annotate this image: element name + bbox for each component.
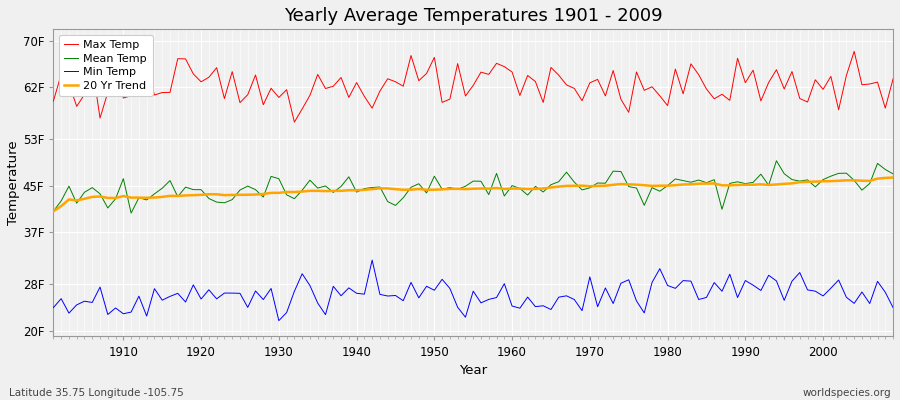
Min Temp <box>366 258 377 262</box>
Max Temp <box>48 99 58 104</box>
Text: Latitude 35.75 Longitude -105.75: Latitude 35.75 Longitude -105.75 <box>9 388 184 398</box>
20 Yr Trend <box>499 186 509 191</box>
Max Temp <box>849 49 859 54</box>
Max Temp <box>507 70 517 74</box>
Mean Temp <box>887 172 898 176</box>
Mean Temp <box>608 169 618 174</box>
Y-axis label: Temperature: Temperature <box>7 140 20 225</box>
Line: Mean Temp: Mean Temp <box>53 161 893 213</box>
Mean Temp <box>515 186 526 191</box>
Mean Temp <box>336 184 346 189</box>
20 Yr Trend <box>328 188 338 193</box>
Mean Temp <box>110 196 121 201</box>
X-axis label: Year: Year <box>459 364 487 377</box>
Text: worldspecies.org: worldspecies.org <box>803 388 891 398</box>
Mean Temp <box>126 211 137 216</box>
Min Temp <box>48 305 58 310</box>
Max Temp <box>110 68 121 73</box>
20 Yr Trend <box>600 183 611 188</box>
20 Yr Trend <box>507 186 517 191</box>
Min Temp <box>110 306 121 310</box>
20 Yr Trend <box>281 190 292 194</box>
Mean Temp <box>507 183 517 188</box>
Mean Temp <box>289 196 300 201</box>
Mean Temp <box>771 158 782 163</box>
Min Temp <box>289 289 300 294</box>
20 Yr Trend <box>48 209 58 214</box>
Line: Max Temp: Max Temp <box>53 51 893 122</box>
Mean Temp <box>48 209 58 214</box>
Line: Min Temp: Min Temp <box>53 260 893 321</box>
Max Temp <box>281 87 292 92</box>
Min Temp <box>274 318 284 323</box>
Min Temp <box>336 293 346 298</box>
Max Temp <box>887 76 898 81</box>
20 Yr Trend <box>110 196 121 200</box>
Title: Yearly Average Temperatures 1901 - 2009: Yearly Average Temperatures 1901 - 2009 <box>284 7 662 25</box>
20 Yr Trend <box>887 175 898 180</box>
Max Temp <box>608 68 618 73</box>
Min Temp <box>616 281 626 286</box>
Max Temp <box>336 75 346 80</box>
Legend: Max Temp, Mean Temp, Min Temp, 20 Yr Trend: Max Temp, Mean Temp, Min Temp, 20 Yr Tre… <box>58 35 153 96</box>
Min Temp <box>887 305 898 310</box>
Min Temp <box>515 306 526 310</box>
Max Temp <box>289 120 300 124</box>
Line: 20 Yr Trend: 20 Yr Trend <box>53 178 893 211</box>
Min Temp <box>522 295 533 300</box>
Max Temp <box>515 93 526 98</box>
